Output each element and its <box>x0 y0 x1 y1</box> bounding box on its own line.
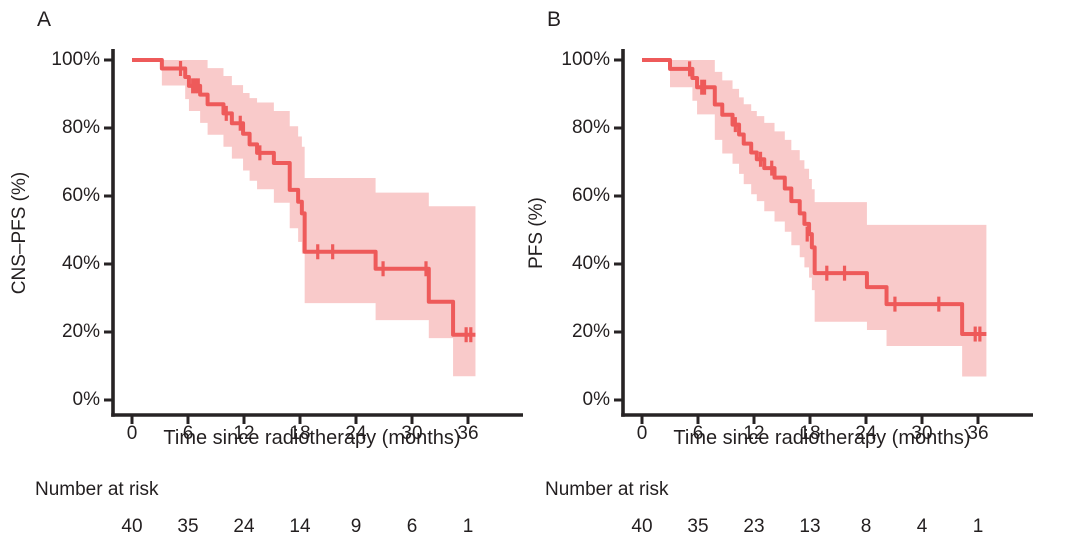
survival-curve <box>642 58 987 337</box>
number-at-risk-value: 35 <box>687 516 709 537</box>
panel-b-number-at-risk-label: Number at risk <box>545 479 669 500</box>
x-tick-label: 0 <box>126 423 138 444</box>
x-tick-label: 12 <box>743 423 765 444</box>
panel-a-letter: A <box>37 8 52 31</box>
x-tick-label: 36 <box>967 423 989 444</box>
x-tick-label: 18 <box>799 423 821 444</box>
y-tick-label: 80% <box>61 117 100 138</box>
y-tick-label: 100% <box>561 49 610 70</box>
number-at-risk-value: 13 <box>799 516 821 537</box>
number-at-risk-value: 1 <box>972 516 984 537</box>
number-at-risk-value: 24 <box>233 516 255 537</box>
survival-curve <box>132 58 476 337</box>
y-tick-label: 40% <box>61 253 100 274</box>
y-tick-label: 0% <box>582 389 610 410</box>
y-tick-label: 60% <box>571 185 610 206</box>
y-tick-label: 80% <box>571 117 610 138</box>
panel-b-letter: B <box>547 8 562 31</box>
number-at-risk-value: 9 <box>350 516 362 537</box>
panel-a-number-at-risk-label: Number at risk <box>35 479 159 500</box>
number-at-risk-value: 35 <box>177 516 199 537</box>
y-tick-label: 20% <box>61 321 100 342</box>
number-at-risk-value: 1 <box>462 516 474 537</box>
number-at-risk-value: 40 <box>631 516 653 537</box>
x-tick-label: 24 <box>855 423 877 444</box>
panel-a-x-axis-title: Time since radiotherapy (months) <box>163 427 461 449</box>
y-tick-label: 40% <box>571 253 610 274</box>
x-tick-label: 12 <box>233 423 255 444</box>
number-at-risk-value: 23 <box>743 516 765 537</box>
x-tick-label: 30 <box>401 423 423 444</box>
x-tick-label: 6 <box>692 423 704 444</box>
number-at-risk-value: 8 <box>860 516 872 537</box>
number-at-risk-value: 40 <box>121 516 143 537</box>
y-tick-label: 0% <box>72 389 100 410</box>
number-at-risk-value: 6 <box>406 516 418 537</box>
x-tick-label: 0 <box>636 423 648 444</box>
panel-b-x-axis-title: Time since radiotherapy (months) <box>673 427 971 449</box>
x-tick-label: 36 <box>457 423 479 444</box>
confidence-band <box>670 60 987 377</box>
x-tick-label: 24 <box>345 423 367 444</box>
y-tick-label: 60% <box>61 185 100 206</box>
x-tick-label: 18 <box>289 423 311 444</box>
y-tick-label: 20% <box>571 321 610 342</box>
panel-a-y-axis-title: CNS–PFS (%) <box>9 171 30 295</box>
y-tick-label: 100% <box>51 49 100 70</box>
number-at-risk-value: 4 <box>916 516 928 537</box>
x-tick-label: 6 <box>182 423 194 444</box>
panel-b-y-axis-title: PFS (%) <box>526 197 547 269</box>
x-tick-label: 30 <box>911 423 933 444</box>
confidence-band <box>161 60 476 377</box>
number-at-risk-value: 14 <box>289 516 311 537</box>
